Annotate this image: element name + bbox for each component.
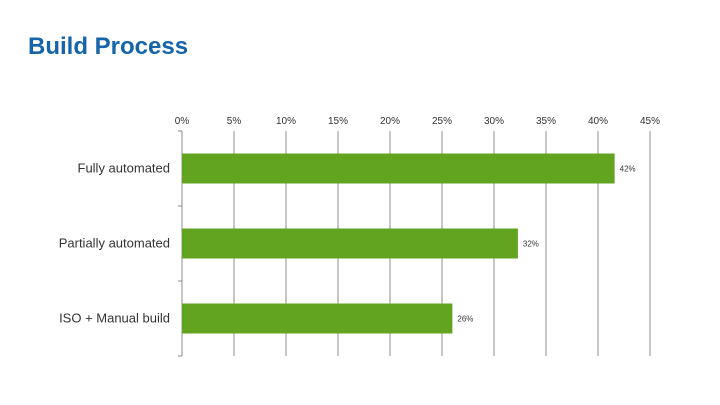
x-tick-label: 5% [227,116,242,127]
x-tick-label: 20% [380,116,400,127]
x-tick-label: 15% [328,116,348,127]
data-label: 32% [523,240,539,249]
data-label: 26% [457,315,473,324]
category-labels: Fully automated Partially automated ISO + … [59,161,170,326]
category-axis [178,130,183,357]
bar [182,153,615,184]
data-label: 42% [620,165,636,174]
slide-title: Build Process [28,33,189,60]
category-label: Fully automated [78,161,171,176]
category-label: ISO + Manual build [59,311,170,326]
bar [182,303,453,334]
bar [182,228,518,259]
x-tick-label: 25% [432,116,452,127]
x-tick-label: 30% [484,116,504,127]
x-tick-label: 35% [536,116,556,127]
category-label: Partially automated [59,236,170,251]
x-tick-labels: 0% 5% 10% 15% 20% 25% 30% 35% 40% 45% [175,116,660,127]
x-tick-label: 10% [276,116,296,127]
x-tick-label: 45% [640,116,660,127]
x-tick-label: 0% [175,116,190,127]
data-labels: 42% 32% 26% [457,165,635,324]
x-tick-label: 40% [588,116,608,127]
bars [182,153,615,334]
